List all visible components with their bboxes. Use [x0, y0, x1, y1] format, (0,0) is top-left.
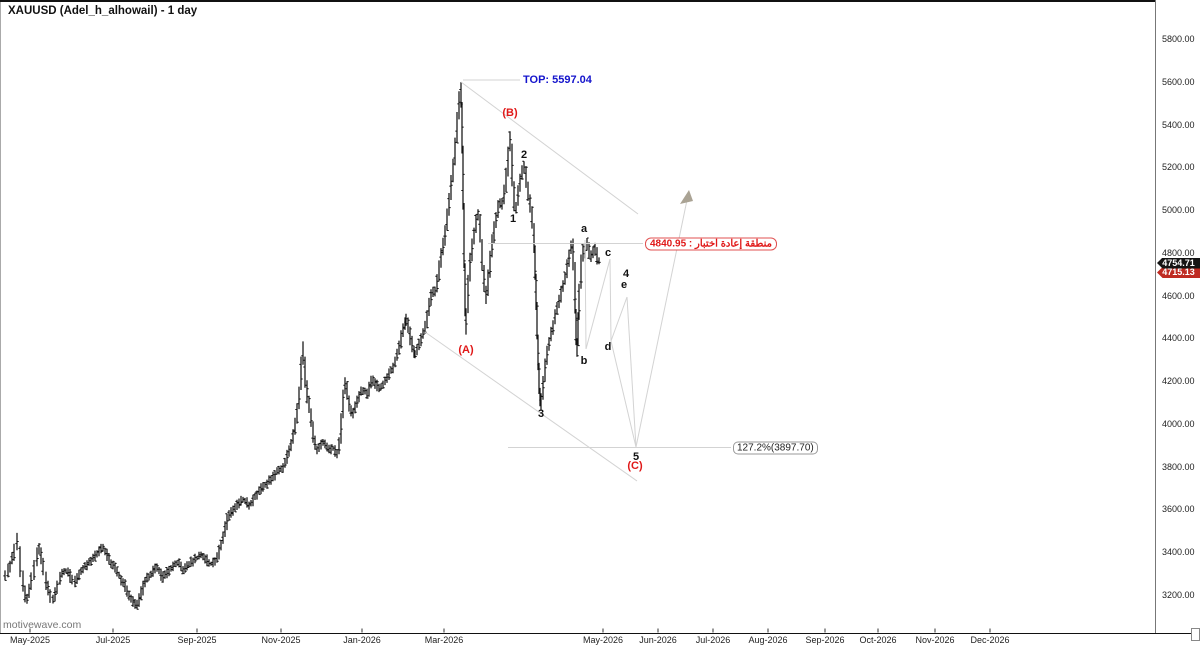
price-tick-label: 3400.00 — [1162, 547, 1195, 558]
wave-label-4[interactable]: 4 — [622, 268, 630, 280]
price-tick-label: 4200.00 — [1162, 376, 1195, 387]
wave-label-2[interactable]: 2 — [520, 149, 528, 161]
wave-label-e[interactable]: e — [620, 279, 628, 291]
time-tick-label: Jul-2025 — [95, 635, 131, 645]
time-tick-label: Mar-2026 — [424, 635, 464, 645]
fib-extension-label[interactable]: 127.2%(3897.70) — [733, 441, 818, 454]
price-tick-label: 3200.00 — [1162, 590, 1195, 600]
time-tick-label: Nov-2026 — [915, 635, 955, 645]
price-marker: 4715.13 — [1157, 267, 1200, 278]
time-tick-label: May-2025 — [9, 635, 51, 645]
time-tick-label: Oct-2026 — [859, 635, 897, 645]
price-tick-label: 3600.00 — [1162, 504, 1195, 515]
wave-label-1[interactable]: 1 — [509, 213, 517, 225]
retest-zone-annotation[interactable]: منطقة إعادة اختبار : 4840.95 — [645, 237, 777, 250]
time-tick-label: Jun-2026 — [639, 635, 677, 645]
price-tick-label: 3800.00 — [1162, 461, 1195, 472]
price-tick-label: 5600.00 — [1162, 76, 1195, 87]
time-tick-label: Sep-2026 — [805, 635, 845, 645]
time-tick-label: Nov-2025 — [261, 635, 301, 645]
time-axis[interactable]: May-2025 Jul-2025 Sep-2025 Nov-2025 Jan-2026… — [0, 633, 1200, 649]
time-tick-label: Jul-2026 — [695, 635, 731, 645]
price-tick-label: 4400.00 — [1162, 333, 1195, 344]
wave-label-b[interactable]: (B) — [502, 107, 518, 119]
price-tick-label: 4000.00 — [1162, 418, 1195, 429]
wave-label-b[interactable]: b — [580, 355, 588, 367]
wave-label-5[interactable]: 5 — [632, 451, 640, 463]
price-tick-label: 5000.00 — [1162, 205, 1195, 216]
time-tick-label: Dec-2026 — [970, 635, 1010, 645]
top-price-annotation[interactable]: TOP: 5597.04 — [523, 74, 592, 86]
wave-label-d[interactable]: d — [604, 341, 612, 353]
wave-label-a[interactable]: a — [580, 223, 588, 235]
price-marker: 4754.71 — [1157, 257, 1200, 269]
wave-label-c[interactable]: c — [604, 247, 612, 259]
wave-label-3[interactable]: 3 — [537, 408, 545, 420]
time-tick-label: Aug-2026 — [748, 635, 788, 645]
price-tick-label: 4600.00 — [1162, 290, 1195, 301]
price-tick-label: 4800.00 — [1162, 247, 1195, 258]
time-tick-label: May-2026 — [582, 635, 624, 645]
wave-label-c[interactable]: (C) — [627, 460, 643, 472]
axis-corner — [1191, 628, 1200, 641]
price-tick-label: 5400.00 — [1162, 119, 1195, 130]
chart-title: XAUUSD (Adel_h_alhowail) - 1 day — [8, 5, 198, 17]
price-tick-label: 5200.00 — [1162, 162, 1195, 173]
wave-label-a[interactable]: (A) — [458, 344, 474, 356]
time-tick-label: Jan-2026 — [343, 635, 381, 645]
price-tick-label: 5800.00 — [1162, 34, 1195, 44]
price-axis[interactable]: 5800.00 5600.00 5400.00 5200.00 5000.00 4800.… — [1155, 0, 1200, 633]
time-tick-label: Sep-2025 — [177, 635, 217, 645]
watermark: motivewave.com — [3, 619, 82, 631]
